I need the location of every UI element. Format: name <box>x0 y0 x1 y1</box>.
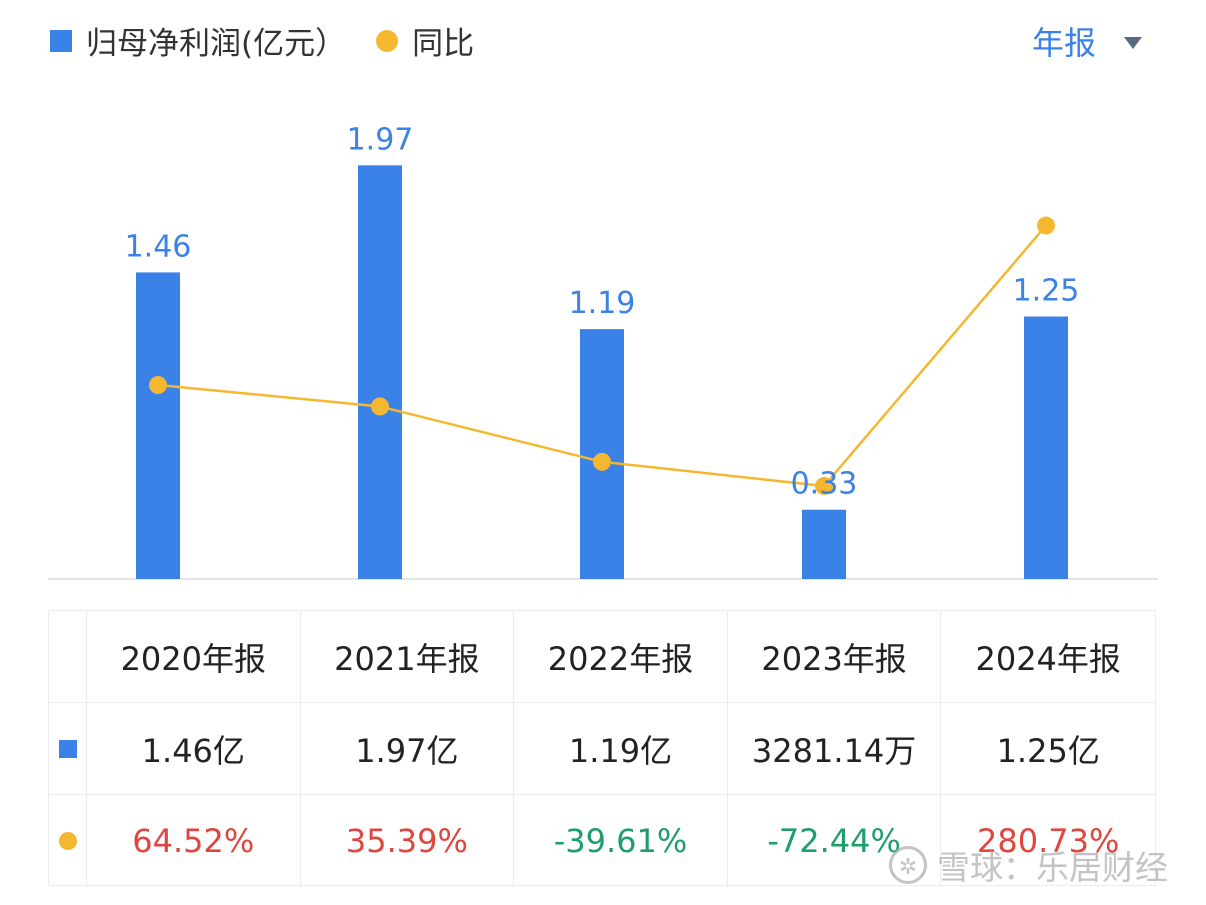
chevron-down-icon <box>1124 37 1142 49</box>
profit-cell: 1.97亿 <box>300 703 515 795</box>
yoy-cell: 280.73% <box>977 822 1120 860</box>
table-corner-cell <box>49 611 87 703</box>
snowball-logo-icon: ✲ <box>889 846 927 884</box>
bar-value-label: 1.19 <box>569 286 636 321</box>
watermark-text: 雪球：乐居财经 <box>937 848 1168 887</box>
chart-legend: 归母净利润(亿元） 同比 <box>50 18 474 63</box>
profit-bar <box>802 509 846 579</box>
bar-legend-label: 归母净利润(亿元） <box>86 26 347 62</box>
period-selector[interactable]: 年报 <box>1032 18 1142 64</box>
bar-value-label: 0.33 <box>791 467 858 502</box>
yoy-cell: 35.39% <box>301 795 515 887</box>
yoy-cell: -72.44% <box>728 795 942 887</box>
profit-row-marker <box>49 703 87 795</box>
profit-bar <box>136 272 180 579</box>
table-header-cell: 2023年报 <box>727 611 942 703</box>
chart-plot: 1.46 1.97 1.19 0.33 1.25 <box>48 122 1158 580</box>
period-selector-label: 年报 <box>1031 24 1096 62</box>
bar-series-icon <box>58 739 77 758</box>
profit-bar <box>358 165 402 580</box>
yoy-point <box>593 452 611 471</box>
line-series-icon <box>58 832 77 850</box>
yoy-point <box>815 477 833 496</box>
yoy-row-marker <box>49 795 87 887</box>
line-legend-swatch <box>376 29 399 52</box>
table-header-cell: 2024年报 <box>941 611 1155 703</box>
bar-value-label: 1.46 <box>125 229 192 264</box>
yoy-cell: 64.52% <box>87 795 301 887</box>
profit-cell: 1.25亿 <box>941 703 1155 795</box>
yoy-point <box>371 397 389 416</box>
profit-cell: 3281.14万 <box>727 703 942 795</box>
watermark: ✲ 雪球：乐居财经 <box>889 841 1168 889</box>
yoy-cell: -39.61% <box>514 795 728 887</box>
table-header-cell: 2022年报 <box>514 611 728 703</box>
data-table: 2020年报 2021年报 2022年报 2023年报 2024年报 1.46亿… <box>48 610 1156 887</box>
yoy-point <box>149 376 167 395</box>
profit-cell: 1.46亿 <box>87 703 301 795</box>
bar-value-label: 1.25 <box>1013 274 1080 309</box>
table-header-cell: 2020年报 <box>87 611 301 703</box>
profit-bar <box>1024 316 1068 579</box>
profit-cell: 1.19亿 <box>514 703 728 795</box>
table-header-cell: 2021年报 <box>300 611 515 703</box>
bar-value-label: 1.97 <box>347 122 414 157</box>
yoy-point <box>1037 216 1055 235</box>
bar-legend-swatch <box>50 29 72 52</box>
line-legend-label: 同比 <box>412 26 475 62</box>
